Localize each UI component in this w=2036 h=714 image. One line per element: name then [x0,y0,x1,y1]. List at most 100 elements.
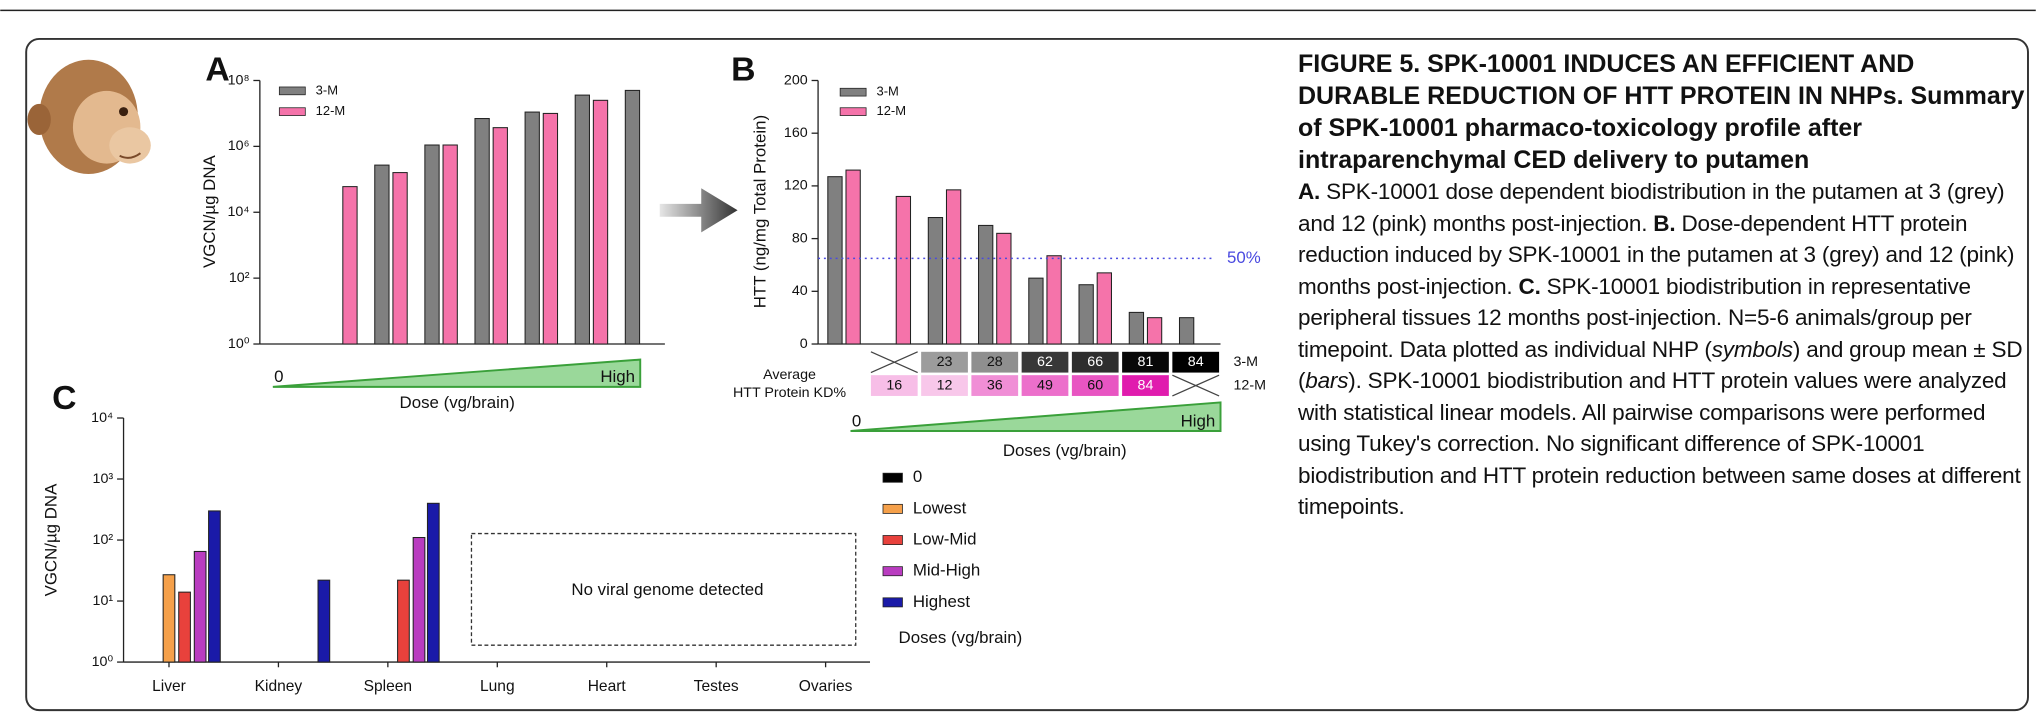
y-tick-label: 10⁰ [92,654,114,670]
figure-frame [25,37,2029,712]
legend-label: Lowest [913,498,967,517]
x-tick-label: Testes [694,678,739,695]
dose-label: Doses (vg/brain) [1003,441,1127,460]
y-tick-label: 10² [229,270,250,286]
y-tick-label: 160 [784,125,808,141]
legend-swatch [882,472,903,483]
bar [424,144,440,345]
bar [927,217,944,345]
caption-segment: B. [1653,210,1676,236]
caption-segment: Dose-dependent HTT protein reduction ind… [1298,210,2015,299]
table-value: 49 [1037,377,1053,393]
bar [845,169,861,345]
y-axis-label: HTT (ng/mg Total Protein) [750,115,769,308]
y-tick-label: 10⁸ [228,72,250,88]
bar [996,232,1012,345]
legend-title: Doses (vg/brain) [899,628,1023,647]
bar [178,591,191,663]
legend-label: 0 [913,467,922,486]
panel-letter: C [52,379,76,417]
dose-end: High [600,367,635,386]
table-cell [1071,375,1119,396]
caption-segment: A. [1298,179,1321,204]
table-value: 28 [987,354,1003,370]
bar [945,189,962,345]
table-value: 81 [1138,354,1154,370]
monkey-icon [27,59,151,174]
x-tick-label: Ovaries [799,678,853,695]
y-axis-label: VGCN/µg DNA [200,154,219,268]
bar [1078,284,1094,345]
caption-title: FIGURE 5. SPK-10001 INDUCES AN EFFICIENT… [1298,50,2025,174]
legend-label: 12-M [876,103,906,118]
table-value: 12 [937,377,953,393]
x-tick-label: Lung [480,678,515,695]
legend-swatch [882,535,903,545]
dose-wedge [272,358,642,388]
table-cell [870,375,918,396]
legend-swatch [839,107,867,116]
y-tick-label: 200 [784,72,808,88]
legend-swatch [882,503,903,514]
bar [1028,277,1044,345]
dose-label: Dose (vg/brain) [400,393,515,412]
bar [374,164,390,345]
y-tick-label: 80 [792,230,808,246]
legend-label: Low-Mid [913,529,977,548]
bar [827,176,843,345]
bar [162,574,176,663]
caption-segment: bars [1305,368,1349,393]
bar [426,502,440,663]
dose-start: 0 [274,367,283,386]
caption-segment: symbols [1711,336,1793,362]
table-cell [1071,351,1119,373]
bar [1096,272,1112,345]
table-cell [1122,351,1169,373]
table-value: 84 [1188,354,1204,370]
table-cell [921,375,968,396]
y-tick-label: 10¹ [93,593,114,609]
table-value: 16 [886,377,902,393]
table-cell [1021,375,1069,396]
legend-swatch [278,107,306,116]
bar [1146,317,1163,345]
bar [574,94,590,345]
table-value: 23 [937,354,953,370]
legend-label: Mid-High [913,561,980,580]
legend-swatch [278,86,306,96]
reference-label: 50% [1227,248,1261,267]
y-tick-label: 10² [93,532,114,548]
y-tick-label: 0 [800,336,808,352]
caption: FIGURE 5. SPK-10001 INDUCES AN EFFICIENT… [1298,48,2026,523]
annotation: No viral genome detected [571,580,763,599]
table-value: 36 [987,377,1003,393]
table-cell [1172,351,1220,373]
bar [542,112,559,345]
x-tick-label: Liver [152,678,186,695]
table-cell [971,351,1019,373]
bar [592,99,609,345]
table-cell [1021,351,1069,373]
y-tick-label: 40 [792,283,808,299]
table-row-label: 12-M [1233,377,1266,393]
y-tick-label: 10⁴ [227,204,249,220]
table-title: HTT Protein KD% [733,385,846,401]
legend-label: 3-M [876,84,898,99]
caption-segment: SPK-10001 biodistribution in representat… [1298,273,1972,362]
bar [524,111,540,345]
bar [412,536,426,663]
bar [442,144,458,345]
table-value: 60 [1087,377,1103,393]
x-tick-label: Spleen [364,678,412,695]
table-value: 66 [1087,354,1103,370]
caption-body: A. SPK-10001 dose dependent biodistribut… [1298,176,2026,523]
table-empty [870,351,918,374]
bar [492,127,508,345]
bar [193,550,207,663]
bar [1046,255,1062,345]
bar [978,224,994,345]
legend-swatch [882,566,903,577]
x-tick-label: Heart [588,678,627,695]
bar [624,89,641,345]
